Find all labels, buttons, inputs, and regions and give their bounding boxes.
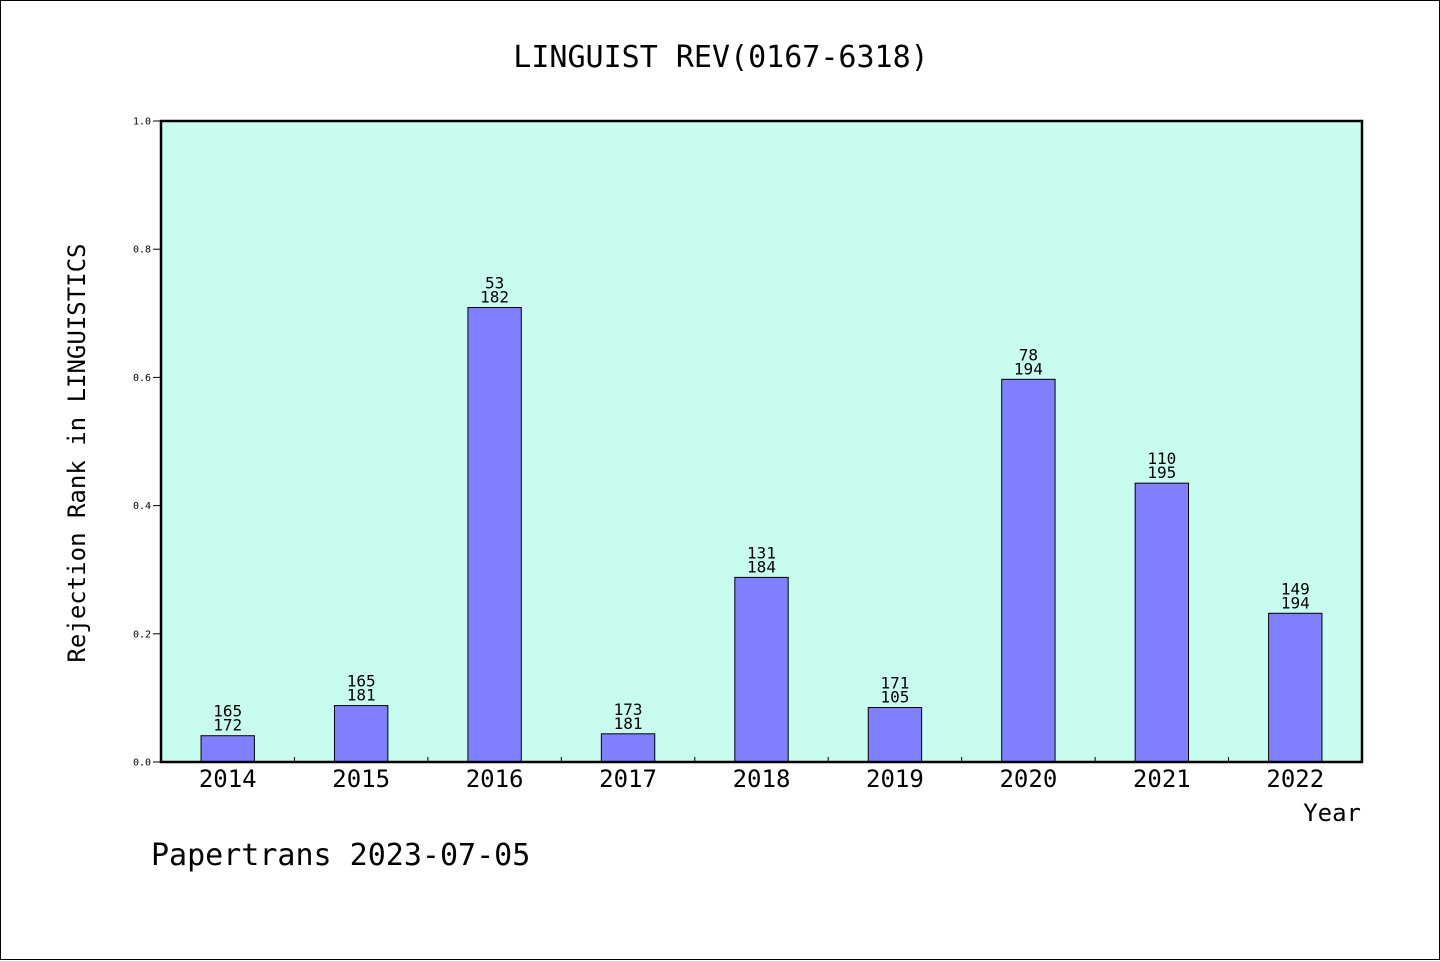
bar-label-bottom-2014: 172 <box>213 716 242 735</box>
y-tick-label-0.6: 0.6 <box>133 373 151 384</box>
bar-label-top-2019: 171 <box>880 674 909 693</box>
bar-label-bottom-2022: 194 <box>1281 593 1310 612</box>
bar-2018 <box>734 576 789 763</box>
y-axis-label: Rejection Rank in LINGUISTICS <box>63 243 91 662</box>
bar-2021 <box>1134 482 1190 763</box>
x-ticks-group: 2014 2015 2016 2017 2018 2019 2020 2021 2022 <box>199 757 1324 793</box>
bar-2016 <box>467 307 522 763</box>
bar-label-top-2016: 53 <box>485 274 504 293</box>
bar-label-top-2022: 149 <box>1281 579 1310 598</box>
y-ticks-group: 0.0 0.2 0.4 0.6 0.8 1.0 <box>133 117 161 769</box>
y-tick-label-1.0: 1.0 <box>133 117 151 128</box>
x-tick-label-2016: 2016 <box>466 765 524 793</box>
bar-2019 <box>867 707 923 763</box>
bar-2015 <box>333 705 389 763</box>
bars-group: 1651721651815318217318113118417110578194… <box>200 274 1323 763</box>
bar-label-bottom-2016: 182 <box>480 288 509 307</box>
plot-border <box>159 119 1364 764</box>
bar-2020 <box>1001 378 1056 763</box>
bar-label-top-2018: 131 <box>747 543 776 562</box>
bar-label-bottom-2015: 181 <box>347 686 376 705</box>
bar-label-bottom-2018: 184 <box>747 557 776 576</box>
bar-label-bottom-2017: 181 <box>614 714 643 733</box>
bar-2014 <box>200 735 255 763</box>
bar-label-top-2020: 78 <box>1019 345 1038 364</box>
bar-label-bottom-2021: 195 <box>1147 463 1176 482</box>
x-tick-label-2014: 2014 <box>199 765 257 793</box>
x-tick-label-2017: 2017 <box>599 765 657 793</box>
x-tick-label-2021: 2021 <box>1133 765 1191 793</box>
bar-label-top-2021: 110 <box>1147 449 1176 468</box>
chart-title: LINGUIST REV(0167-6318) <box>513 40 928 75</box>
bar-2017 <box>600 733 656 763</box>
y-tick-label-0.0: 0.0 <box>133 758 151 769</box>
x-tick-label-2019: 2019 <box>866 765 924 793</box>
bar-label-bottom-2020: 194 <box>1014 359 1043 378</box>
footer-credit: Papertrans 2023-07-05 <box>151 838 530 873</box>
x-tick-label-2020: 2020 <box>999 765 1057 793</box>
y-tick-label-0.4: 0.4 <box>133 501 151 512</box>
bar-label-top-2015: 165 <box>347 672 376 691</box>
y-tick-label-0.2: 0.2 <box>133 629 151 640</box>
x-tick-label-2022: 2022 <box>1266 765 1324 793</box>
bar-label-top-2014: 165 <box>213 702 242 721</box>
x-axis-label: Year <box>1303 799 1361 827</box>
bar-2022 <box>1268 612 1323 763</box>
x-tick-label-2018: 2018 <box>733 765 791 793</box>
bar-label-bottom-2019: 105 <box>880 688 909 707</box>
y-tick-label-0.8: 0.8 <box>133 245 151 256</box>
x-tick-label-2015: 2015 <box>332 765 390 793</box>
bar-label-top-2017: 173 <box>614 700 643 719</box>
